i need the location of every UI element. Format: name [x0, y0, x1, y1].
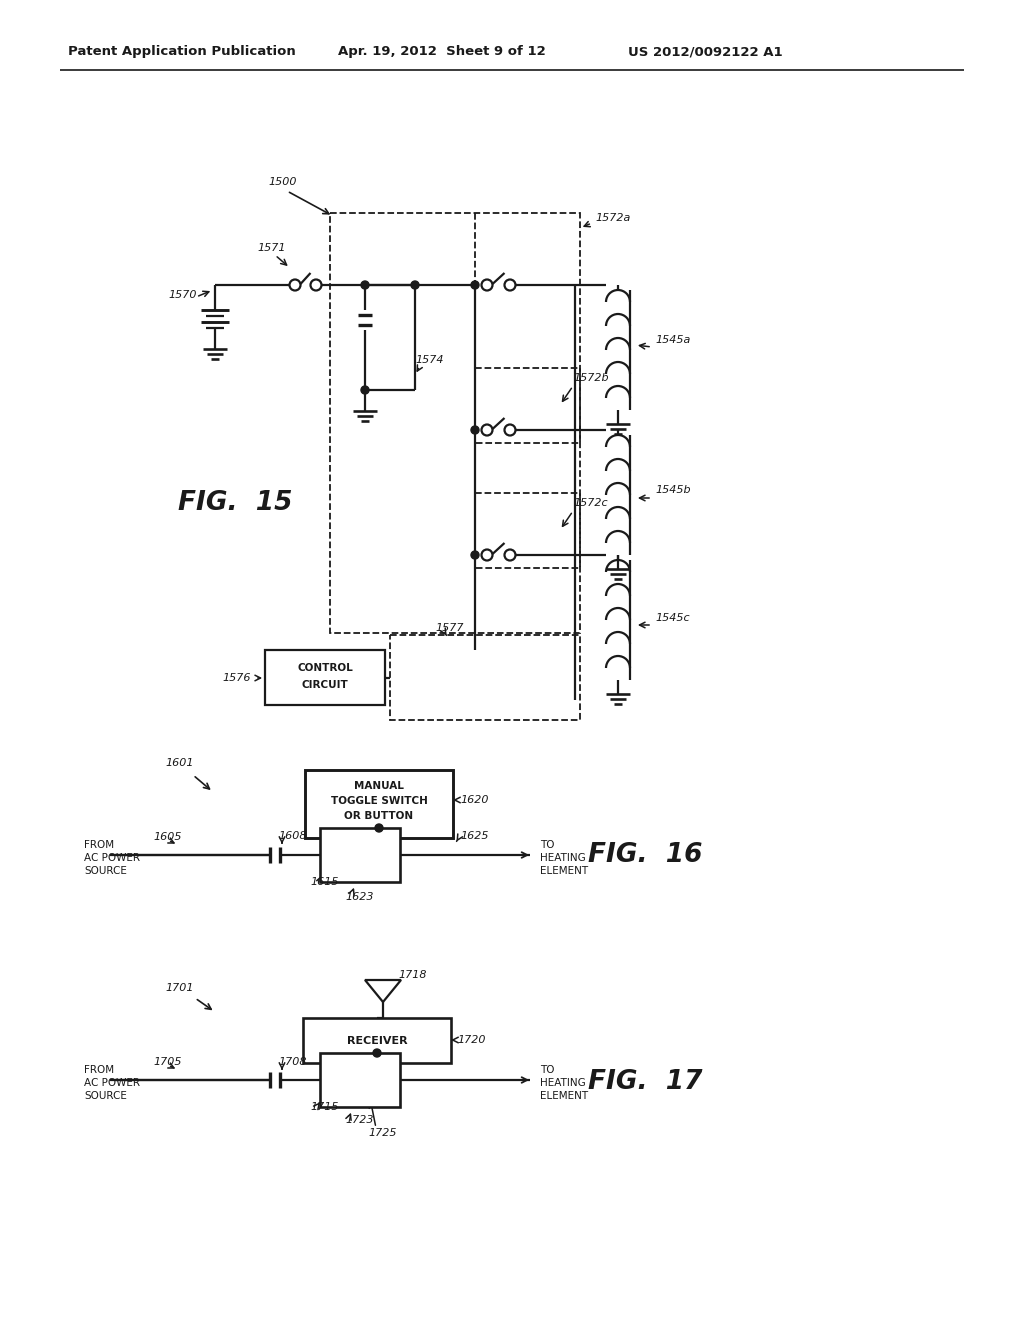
Text: SOURCE: SOURCE	[84, 1092, 127, 1101]
Bar	[305, 770, 453, 838]
Text: CONTROL: CONTROL	[297, 663, 353, 673]
Text: HEATING: HEATING	[540, 853, 586, 863]
Circle shape	[411, 281, 419, 289]
Bar	[475, 368, 580, 444]
Text: OR BUTTON: OR BUTTON	[344, 810, 414, 821]
Text: 1500: 1500	[268, 177, 297, 187]
Bar	[390, 635, 580, 719]
Text: 1705: 1705	[153, 1057, 181, 1067]
Text: 1572c: 1572c	[573, 498, 607, 508]
Circle shape	[471, 426, 479, 434]
Text: FIG.  17: FIG. 17	[588, 1069, 702, 1096]
Circle shape	[505, 425, 515, 436]
Text: 1570: 1570	[168, 290, 197, 300]
Text: 1574: 1574	[415, 355, 443, 366]
Text: 1620: 1620	[460, 795, 488, 805]
Text: 1576: 1576	[222, 673, 251, 682]
Text: MANUAL: MANUAL	[354, 781, 403, 791]
Text: Patent Application Publication: Patent Application Publication	[68, 45, 296, 58]
Text: TO: TO	[540, 840, 555, 850]
Text: 1577: 1577	[435, 623, 464, 634]
Bar	[319, 828, 400, 882]
Bar	[303, 1018, 451, 1063]
Text: FIG.  16: FIG. 16	[588, 842, 702, 869]
Circle shape	[505, 549, 515, 561]
Circle shape	[373, 1049, 381, 1057]
Text: TOGGLE SWITCH: TOGGLE SWITCH	[331, 796, 427, 807]
Text: 1708: 1708	[278, 1057, 306, 1067]
Circle shape	[481, 280, 493, 290]
Text: 1718: 1718	[398, 970, 427, 979]
Text: US 2012/0092122 A1: US 2012/0092122 A1	[628, 45, 782, 58]
Text: SOURCE: SOURCE	[84, 866, 127, 876]
Text: ELEMENT: ELEMENT	[540, 1092, 588, 1101]
Circle shape	[481, 425, 493, 436]
Circle shape	[375, 824, 383, 832]
Text: 1623: 1623	[345, 892, 374, 902]
Text: 1545c: 1545c	[655, 612, 689, 623]
Circle shape	[471, 281, 479, 289]
Circle shape	[361, 281, 369, 289]
Text: HEATING: HEATING	[540, 1078, 586, 1088]
Text: 1723: 1723	[345, 1115, 374, 1125]
Text: 1545a: 1545a	[655, 335, 690, 345]
Text: 1625: 1625	[460, 832, 488, 841]
Text: 1615: 1615	[310, 876, 339, 887]
Circle shape	[471, 550, 479, 558]
Circle shape	[361, 385, 369, 393]
Text: 1601: 1601	[165, 758, 194, 768]
Text: FROM: FROM	[84, 1065, 114, 1074]
Text: 1571: 1571	[257, 243, 286, 253]
Bar	[319, 1053, 400, 1107]
Text: TO: TO	[540, 1065, 555, 1074]
Text: AC POWER: AC POWER	[84, 1078, 140, 1088]
Text: RECEIVER: RECEIVER	[347, 1035, 408, 1045]
Text: 1720: 1720	[457, 1035, 485, 1045]
Text: 1701: 1701	[165, 983, 194, 993]
Text: 1715: 1715	[310, 1102, 339, 1111]
Text: 1572b: 1572b	[573, 374, 608, 383]
Text: 1725: 1725	[368, 1129, 396, 1138]
Text: AC POWER: AC POWER	[84, 853, 140, 863]
Text: 1608: 1608	[278, 832, 306, 841]
Bar	[330, 213, 580, 634]
Bar	[475, 492, 580, 568]
Text: FIG.  15: FIG. 15	[178, 490, 293, 516]
Text: 1572a: 1572a	[595, 213, 631, 223]
Bar	[265, 649, 385, 705]
Circle shape	[290, 280, 300, 290]
Circle shape	[481, 549, 493, 561]
Circle shape	[505, 280, 515, 290]
Text: FROM: FROM	[84, 840, 114, 850]
Text: 1545b: 1545b	[655, 484, 690, 495]
Circle shape	[310, 280, 322, 290]
Text: 1605: 1605	[153, 832, 181, 842]
Text: ELEMENT: ELEMENT	[540, 866, 588, 876]
Text: Apr. 19, 2012  Sheet 9 of 12: Apr. 19, 2012 Sheet 9 of 12	[338, 45, 546, 58]
Text: CIRCUIT: CIRCUIT	[302, 680, 348, 690]
